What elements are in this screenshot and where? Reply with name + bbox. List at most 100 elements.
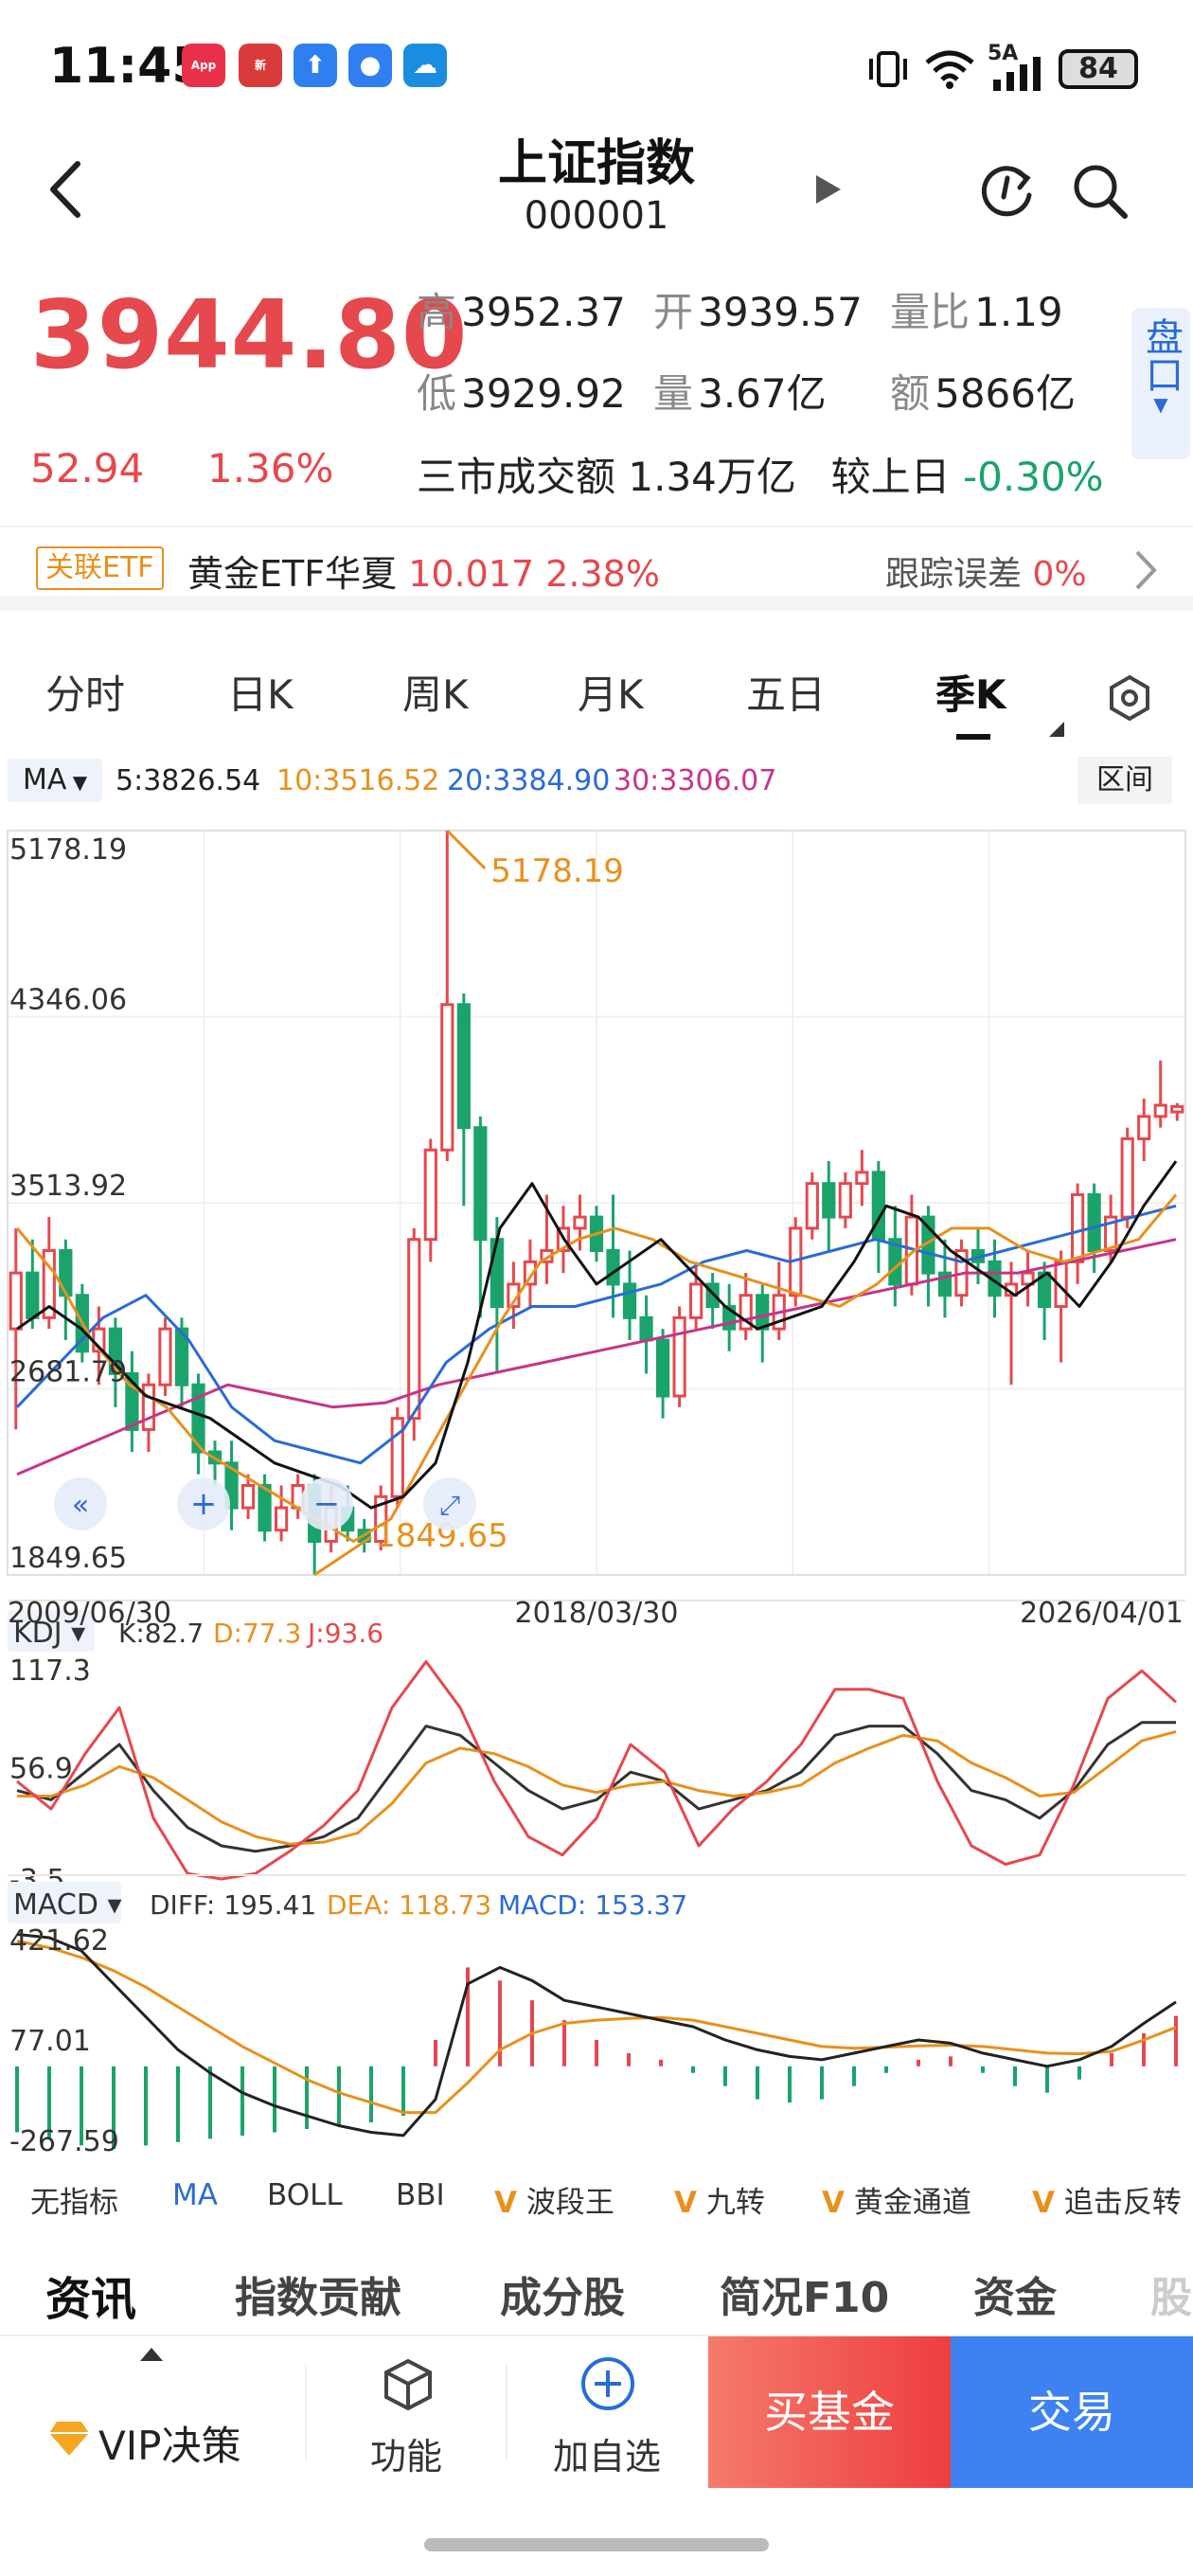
indicator-nine-turn[interactable]: V 九转: [674, 2186, 765, 2220]
candle: [573, 1215, 587, 1230]
vip-decision-button[interactable]: VIP决策: [0, 2336, 303, 2488]
active-tab-indicator: [956, 734, 990, 740]
zoom-out-button[interactable]: −: [300, 1477, 353, 1530]
vip-v-icon: V: [674, 2186, 697, 2220]
tab-capital[interactable]: 资金: [973, 2274, 1057, 2322]
candle: [689, 1282, 703, 1319]
macd-y-tick: 421.62: [9, 1924, 109, 1958]
candle: [390, 1417, 404, 1498]
indicator-wave-king[interactable]: V 波段王: [494, 2186, 614, 2220]
function-button[interactable]: 功能: [307, 2336, 506, 2488]
y-tick-label: 2681.79: [9, 1356, 127, 1389]
indicator-boll[interactable]: BOLL: [267, 2178, 343, 2212]
tab-quarterly-k[interactable]: 季K: [935, 671, 1006, 718]
current-price: 3944.80: [30, 279, 469, 390]
tab-index-contribution[interactable]: 指数贡献: [235, 2274, 401, 2322]
indicator-bbi[interactable]: BBI: [396, 2178, 445, 2212]
candle: [274, 1506, 289, 1532]
indicator-chase-reversal[interactable]: V 追击反转: [1032, 2186, 1182, 2220]
range-button[interactable]: 区间: [1077, 757, 1172, 804]
candle: [374, 1494, 388, 1543]
price-change: 52.94: [30, 445, 145, 492]
svg-text:+: +: [190, 1485, 218, 1523]
caret-down-icon: ▼: [1153, 393, 1168, 416]
news-app-icon: 新: [239, 44, 282, 87]
upload-app-icon: ⬆: [294, 44, 337, 87]
add-watchlist-button[interactable]: 加自选: [507, 2336, 706, 2488]
candle: [655, 1338, 670, 1398]
macd-diff-line: [16, 1933, 1177, 2138]
indicator-gold-channel[interactable]: V 黄金通道: [822, 2186, 971, 2220]
tab-daily-k[interactable]: 日K: [227, 671, 294, 718]
quote-amount: 额 5866亿: [890, 370, 1076, 417]
candle: [639, 1315, 653, 1342]
caret-down-icon: ▼: [66, 771, 88, 794]
trade-button[interactable]: 交易: [951, 2336, 1193, 2488]
tab-news[interactable]: 资讯: [45, 2273, 137, 2326]
candle: [1104, 1215, 1118, 1253]
candle: [1153, 1103, 1167, 1118]
candle: [1021, 1271, 1035, 1286]
y-tick-label: 4346.06: [9, 984, 127, 1017]
bottom-action-bar: VIP决策 功能 加自选 买基金 交易: [0, 2334, 1193, 2529]
kdj-j-line: [16, 1660, 1178, 1881]
fullscreen-button[interactable]: ⤢: [423, 1477, 476, 1530]
vip-v-icon: V: [1032, 2186, 1055, 2220]
ma5-line: [16, 1160, 1178, 1510]
macd-diff-value: DIFF: 195.41: [150, 1889, 316, 1921]
tab-weekly-k[interactable]: 周K: [402, 671, 469, 718]
change-row: 52.94 1.36%: [30, 445, 333, 492]
candle: [473, 1126, 488, 1242]
tab-stocks-partial[interactable]: 股: [1150, 2274, 1192, 2322]
back-button[interactable]: [40, 156, 97, 223]
candle: [1170, 1104, 1184, 1114]
tab-constituents[interactable]: 成分股: [500, 2274, 625, 2322]
svg-text:⤢: ⤢: [439, 1490, 460, 1521]
indicator-ma[interactable]: MA: [172, 2178, 218, 2212]
next-stock-icon[interactable]: [816, 175, 841, 204]
refresh-button[interactable]: [978, 161, 1037, 220]
candle: [1120, 1136, 1134, 1219]
pankou-button[interactable]: 盘口 ▼: [1131, 308, 1190, 459]
quote-low: 低 3929.92: [417, 370, 626, 417]
candle: [440, 1003, 454, 1152]
scroll-left-button[interactable]: «: [54, 1477, 107, 1530]
kdj-d-value: D:77.3: [213, 1618, 301, 1649]
candle: [108, 1327, 122, 1375]
related-etf-row[interactable]: 关联ETF 黄金ETF华夏 10.017 2.38% 跟踪误差 0%: [0, 526, 1193, 611]
candle: [822, 1182, 836, 1219]
battery-indicator: 84: [1059, 49, 1138, 89]
ma5-value: 5:3826.54: [116, 764, 261, 797]
buy-fund-button[interactable]: 买基金: [708, 2336, 951, 2488]
message-app-icon: ●: [348, 44, 392, 87]
tab-monthly-k[interactable]: 月K: [578, 671, 644, 718]
section-tabs: 资讯 指数贡献 成分股 简况F10 资金 股: [0, 2245, 1193, 2330]
wifi-icon: [925, 50, 974, 89]
zoom-in-button[interactable]: +: [177, 1477, 230, 1530]
chart-settings-icon[interactable]: [1106, 674, 1153, 722]
tab-intraday[interactable]: 分时: [45, 671, 126, 718]
x-tick-label: 2018/03/30: [515, 1597, 679, 1630]
cloud-app-icon: ☁: [403, 44, 447, 87]
tab-f10[interactable]: 简况F10: [720, 2274, 890, 2322]
tab-five-day[interactable]: 五日: [746, 671, 827, 718]
y-tick-label: 5178.19: [9, 833, 127, 867]
candle: [1037, 1271, 1052, 1309]
indicator-none[interactable]: 无指标: [30, 2186, 118, 2220]
macd-dea-value: DEA: 118.73: [327, 1889, 491, 1921]
candle: [855, 1171, 869, 1186]
candle: [258, 1483, 272, 1532]
candle: [26, 1271, 40, 1319]
diamond-icon: [49, 2422, 89, 2456]
candle: [456, 1003, 471, 1130]
ma-selector[interactable]: MA ▼: [8, 759, 102, 802]
status-bar: 11:45 App 新 ⬆ ● ☁ 5A 84: [0, 0, 1193, 128]
home-indicator[interactable]: [424, 2538, 769, 2551]
candle: [523, 1260, 538, 1286]
max-annotation-line: [446, 829, 487, 870]
candle: [606, 1249, 620, 1286]
search-button[interactable]: [1070, 161, 1131, 222]
kdj-k-line: [16, 1721, 1176, 1853]
candle: [490, 1238, 504, 1309]
